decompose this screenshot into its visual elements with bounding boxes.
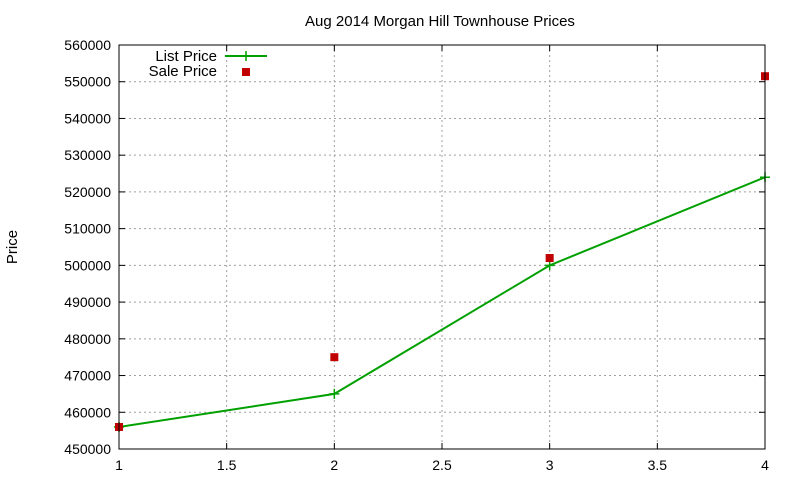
legend: List Price Sale Price: [149, 48, 267, 80]
y-tick-label: 540000: [64, 110, 111, 126]
legend-marker-list-price: [241, 51, 251, 61]
y-tick-label: 560000: [64, 37, 111, 53]
y-tick-label: 520000: [64, 184, 111, 200]
list-price-point: [329, 388, 340, 399]
plot-frame: [118, 44, 766, 450]
legend-marker-sale-price: [242, 68, 250, 76]
grid-lines: [118, 44, 766, 450]
y-tick-label: 550000: [64, 74, 111, 90]
legend-label-list-price: List Price: [155, 48, 217, 65]
sale-price-point: [545, 254, 554, 263]
y-tick-label: 450000: [64, 441, 111, 457]
x-tick-label: 2: [330, 457, 338, 473]
y-tick-label: 480000: [64, 331, 111, 347]
y-tick-label: 470000: [64, 368, 111, 384]
legend-label-sale-price: Sale Price: [149, 63, 217, 80]
x-tick-label: 3.5: [648, 457, 668, 473]
x-tick-label: 1.5: [217, 457, 237, 473]
x-tick-label: 3: [546, 457, 554, 473]
list-price-point: [544, 260, 555, 271]
y-tick-label: 460000: [64, 404, 111, 420]
y-axis-label: Price: [4, 230, 21, 264]
axis-ticks: 1 1.5 2 2.5 3 3.5 4 450000 460000 470000 480000 490…: [64, 37, 769, 473]
y-tick-label: 490000: [64, 294, 111, 310]
y-tick-label: 510000: [64, 221, 111, 237]
x-tick-label: 2.5: [432, 457, 452, 473]
sale-price-point: [330, 353, 339, 362]
y-tick-label: 530000: [64, 147, 111, 163]
chart-title: Aug 2014 Morgan Hill Townhouse Prices: [305, 13, 575, 30]
x-tick-label: 1: [115, 457, 123, 473]
y-tick-label: 500000: [64, 257, 111, 273]
list-price-line: [118, 176, 766, 428]
x-tick-label: 4: [761, 457, 769, 473]
